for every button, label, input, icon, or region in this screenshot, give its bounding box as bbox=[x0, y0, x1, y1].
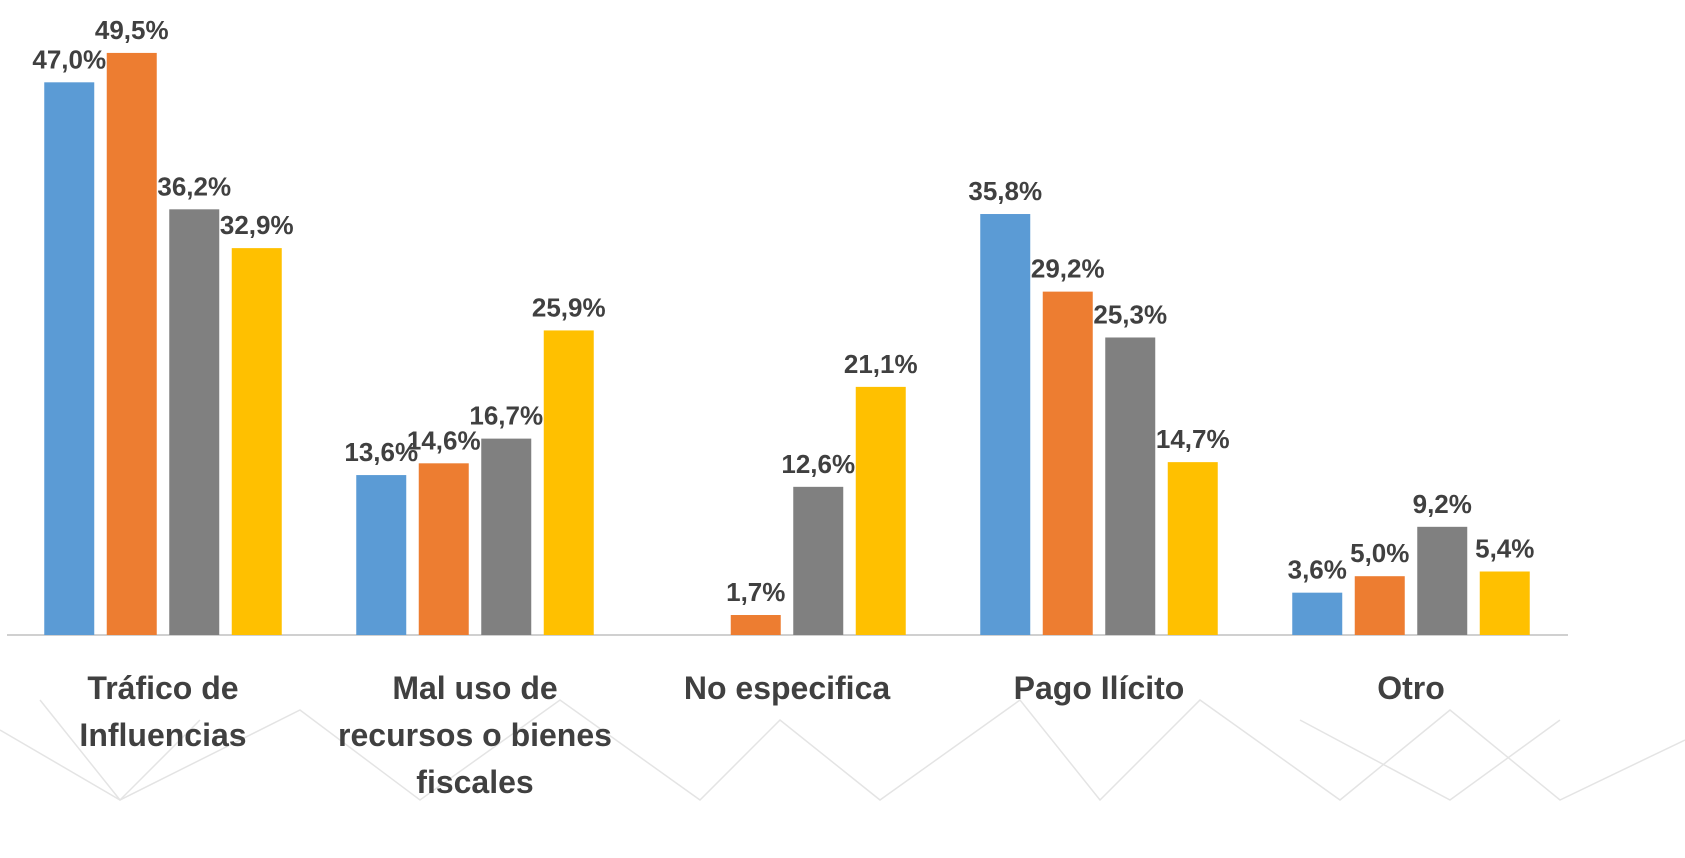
bar bbox=[793, 486, 844, 635]
bar bbox=[106, 52, 157, 635]
bar bbox=[231, 248, 282, 636]
value-label: 14,7% bbox=[1156, 424, 1230, 454]
x-tick-label: Otro bbox=[1377, 670, 1445, 706]
bar bbox=[1354, 576, 1405, 635]
value-label: 35,8% bbox=[968, 176, 1042, 206]
bar bbox=[418, 463, 469, 635]
bar bbox=[356, 475, 407, 635]
value-label: 5,4% bbox=[1475, 534, 1534, 564]
bar bbox=[1417, 526, 1468, 635]
value-label: 32,9% bbox=[220, 210, 294, 240]
x-tick-label: Pago Ilícito bbox=[1013, 670, 1185, 706]
value-label: 36,2% bbox=[157, 171, 231, 201]
value-label: 47,0% bbox=[32, 44, 106, 74]
bar bbox=[1479, 571, 1530, 635]
bar bbox=[169, 209, 220, 635]
value-label: 25,3% bbox=[1093, 299, 1167, 329]
bar bbox=[980, 214, 1031, 635]
x-tick-label: No especifica bbox=[683, 670, 891, 706]
value-label: 3,6% bbox=[1288, 555, 1347, 585]
value-label: 49,5% bbox=[95, 15, 169, 45]
background-decoration bbox=[0, 698, 1685, 802]
bar bbox=[543, 330, 594, 635]
bar bbox=[1292, 592, 1343, 635]
value-label: 16,7% bbox=[469, 401, 543, 431]
value-label: 1,7% bbox=[726, 577, 785, 607]
bar bbox=[1105, 337, 1156, 635]
value-label: 12,6% bbox=[781, 449, 855, 479]
bar bbox=[730, 615, 781, 635]
value-label: 25,9% bbox=[532, 292, 606, 322]
value-label: 9,2% bbox=[1413, 489, 1472, 519]
bar bbox=[1042, 291, 1093, 635]
bar bbox=[855, 386, 906, 635]
bar bbox=[1167, 462, 1218, 635]
x-tick-label: Mal uso de recursos o bienes fiscales bbox=[338, 670, 612, 800]
value-label: 14,6% bbox=[407, 425, 481, 455]
value-label: 29,2% bbox=[1031, 254, 1105, 284]
value-label: 21,1% bbox=[844, 349, 918, 379]
bar bbox=[481, 438, 532, 635]
value-label: 5,0% bbox=[1350, 538, 1409, 568]
x-tick-label: Tráfico de Influencias bbox=[79, 670, 247, 753]
bar bbox=[44, 82, 95, 635]
value-label: 13,6% bbox=[344, 437, 418, 467]
